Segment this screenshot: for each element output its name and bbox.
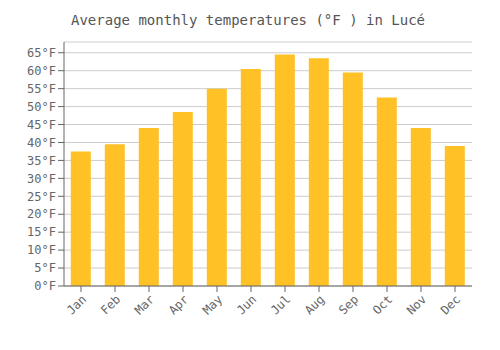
- svg-text:Nov: Nov: [404, 292, 429, 317]
- html-text:Average monthly temperatures (: Average monthly temperatures (°F ) in Lu…: [71, 12, 425, 28]
- svg-text:Jul: Jul: [268, 292, 293, 317]
- svg-text:Mar: Mar: [132, 292, 157, 317]
- svg-text:0°F: 0°F: [34, 279, 56, 293]
- svg-text:Jun: Jun: [234, 292, 259, 317]
- svg-text:10°F: 10°F: [27, 243, 56, 257]
- svg-text:25°F: 25°F: [27, 190, 56, 204]
- svg-text:15°F: 15°F: [27, 225, 56, 239]
- svg-text:Aug: Aug: [302, 292, 327, 317]
- svg-text:Jan: Jan: [64, 292, 89, 317]
- svg-text:Feb: Feb: [98, 292, 123, 317]
- svg-text:45°F: 45°F: [27, 118, 56, 132]
- svg-text:30°F: 30°F: [27, 172, 56, 186]
- svg-text:20°F: 20°F: [27, 207, 56, 221]
- svg-text:55°F: 55°F: [27, 82, 56, 96]
- svg-text:65°F: 65°F: [27, 46, 56, 60]
- svg-text:5°F: 5°F: [34, 261, 56, 275]
- svg-text:Apr: Apr: [166, 292, 191, 317]
- svg-text:Dec: Dec: [438, 292, 463, 317]
- svg-text:50°F: 50°F: [27, 100, 56, 114]
- svg-text:60°F: 60°F: [27, 64, 56, 78]
- svg-text:May: May: [200, 292, 225, 317]
- svg-text:Oct: Oct: [370, 292, 395, 317]
- svg-text:35°F: 35°F: [27, 154, 56, 168]
- svg-text:Sep: Sep: [336, 292, 361, 317]
- svg-text:40°F: 40°F: [27, 136, 56, 150]
